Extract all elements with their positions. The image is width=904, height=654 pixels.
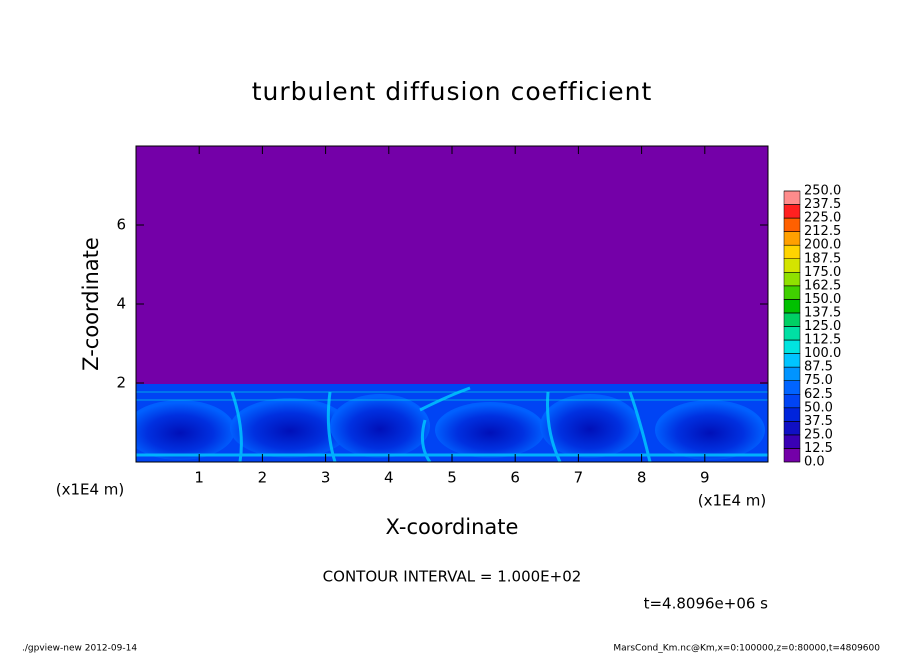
- colorbar-band: [783, 448, 801, 463]
- colorbar-label: 25.0: [804, 427, 833, 442]
- colorbar-label: 37.5: [804, 414, 833, 429]
- field: [136, 146, 768, 462]
- chart-title: turbulent diffusion coefficient: [252, 77, 653, 106]
- colorbar-label: 200.0: [804, 238, 841, 253]
- footer-right: MarsCond_Km.nc@Km,x=0:100000,z=0:80000,t…: [613, 644, 880, 654]
- colorbar-band: [783, 204, 801, 219]
- colorbar-label: 250.0: [804, 184, 841, 199]
- colorbar-band: [783, 285, 801, 300]
- colorbar-label: 87.5: [804, 360, 833, 375]
- x-tick-label: 7: [574, 469, 584, 487]
- x-tick-label: 4: [384, 469, 394, 487]
- x-tick-label: 2: [258, 469, 268, 487]
- x-tick-label: 8: [637, 469, 647, 487]
- colorbar-label: 150.0: [804, 292, 841, 307]
- colorbar-band: [783, 299, 801, 314]
- colorbar-label: 75.0: [804, 373, 833, 388]
- colorbar-band: [783, 394, 801, 409]
- y-tick-label: 6: [116, 216, 126, 234]
- colorbar-band: [783, 272, 801, 287]
- colorbar-band: [783, 231, 801, 246]
- colorbar-label: 212.5: [804, 224, 841, 239]
- colorbar-label: 0.0: [804, 455, 825, 470]
- x-tick-label: 1: [194, 469, 204, 487]
- colorbar-label: 12.5: [804, 441, 833, 456]
- colorbar-label: 137.5: [804, 305, 841, 320]
- contour-interval: CONTOUR INTERVAL = 1.000E+02: [323, 568, 582, 586]
- colorbar-label: 112.5: [804, 333, 841, 348]
- colorbar-band: [783, 353, 801, 368]
- y-tick-label: 2: [116, 374, 126, 392]
- y-tick-label: 4: [116, 295, 126, 313]
- colorbar-band: [783, 380, 801, 395]
- x-unit: (x1E4 m): [698, 492, 767, 510]
- colorbar-band: [783, 434, 801, 449]
- colorbar-band: [783, 312, 801, 327]
- colorbar-label: 50.0: [804, 400, 833, 415]
- colorbar-label: 175.0: [804, 265, 841, 280]
- colorbar-band: [783, 244, 801, 259]
- colorbar-label: 162.5: [804, 278, 841, 293]
- colorbar-label: 100.0: [804, 346, 841, 361]
- colorbar-band: [783, 190, 801, 205]
- y-unit: (x1E4 m): [56, 481, 125, 499]
- colorbar-label: 125.0: [804, 319, 841, 334]
- colorbar-band: [783, 366, 801, 381]
- x-tick-label: 9: [700, 469, 710, 487]
- colorbar-label: 187.5: [804, 251, 841, 266]
- colorbar-band: [783, 217, 801, 232]
- colorbar-label: 237.5: [804, 197, 841, 212]
- colorbar-band: [783, 339, 801, 354]
- colorbar-label: 62.5: [804, 387, 833, 402]
- colorbar-band: [783, 407, 801, 422]
- y-axis-title: Z-coordinate: [79, 237, 103, 371]
- x-tick-label: 6: [510, 469, 520, 487]
- colorbar-band: [783, 421, 801, 436]
- colorbar-label: 225.0: [804, 211, 841, 226]
- colorbar-band: [783, 258, 801, 273]
- footer-left: ./gpview-new 2012-09-14: [22, 644, 137, 654]
- x-tick-label: 5: [447, 469, 457, 487]
- colorbar-band: [783, 326, 801, 341]
- time-label: t=4.8096e+06 s: [644, 595, 769, 613]
- x-axis-title: X-coordinate: [386, 515, 519, 539]
- x-tick-label: 3: [321, 469, 331, 487]
